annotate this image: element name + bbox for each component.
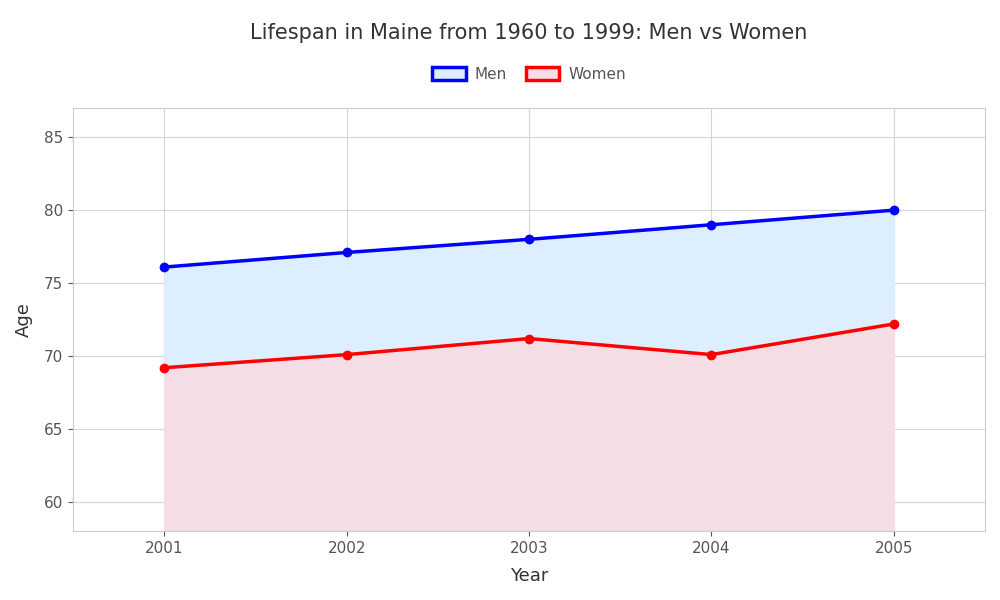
Title: Lifespan in Maine from 1960 to 1999: Men vs Women: Lifespan in Maine from 1960 to 1999: Men…	[250, 23, 808, 43]
Y-axis label: Age: Age	[15, 302, 33, 337]
Legend: Men, Women: Men, Women	[426, 61, 632, 88]
X-axis label: Year: Year	[510, 567, 548, 585]
